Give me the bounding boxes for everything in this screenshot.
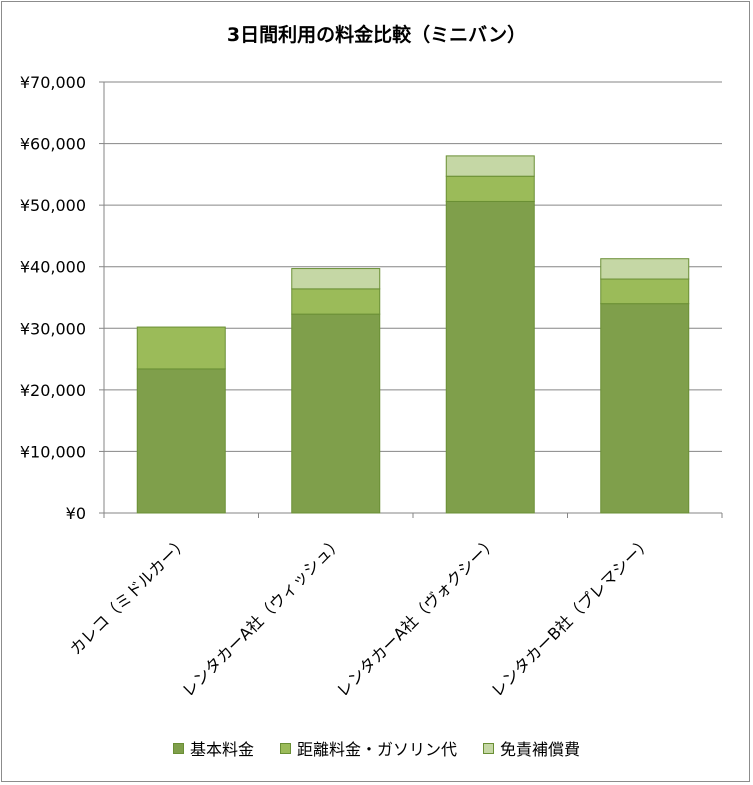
bar-segment	[445, 155, 535, 177]
legend-swatch	[172, 742, 184, 754]
legend-item: 基本料金	[172, 736, 254, 760]
y-tick-label: ¥50,000	[20, 196, 86, 215]
bar-segment	[600, 258, 690, 280]
legend-label: 距離料金・ガソリン代	[296, 740, 457, 759]
bar-segment	[291, 313, 381, 514]
chart-title: 3日間利用の料金比較（ミニバン）	[226, 24, 527, 46]
y-tick-label: ¥0	[66, 504, 86, 523]
bar-segment	[291, 288, 381, 315]
legend-swatch	[279, 742, 291, 754]
bar-segment	[291, 268, 381, 290]
y-tick-label: ¥60,000	[20, 135, 86, 154]
legend-swatch	[483, 742, 494, 754]
legend-label: 免責補償費	[500, 740, 581, 759]
legend-item: 距離料金・ガソリン代	[279, 736, 457, 760]
y-tick-label: ¥10,000	[20, 442, 86, 461]
x-tick-label: カレコ（ミドルカー）	[66, 532, 192, 658]
legend-label: 基本料金	[189, 740, 254, 759]
y-tick-label: ¥30,000	[20, 319, 86, 338]
x-tick-label: レンタカーA社（ウィッシュ）	[178, 532, 346, 700]
legend-item: 免責補償費	[483, 736, 580, 760]
x-tick-label: レンタカーA社（ヴォクシー）	[333, 532, 501, 700]
bar-segment	[445, 175, 535, 202]
y-tick-label: ¥20,000	[20, 381, 86, 400]
x-tick-label: レンタカーB社（プレマシー）	[487, 532, 655, 700]
y-tick-label: ¥40,000	[20, 258, 86, 277]
bar-segment	[136, 368, 226, 514]
bar-segment	[136, 326, 226, 370]
chart-legend: 基本料金 距離料金・ガソリン代 免責補償費	[0, 736, 753, 760]
y-tick-label: ¥70,000	[20, 73, 86, 92]
bar-segment	[600, 303, 690, 514]
bar-segment	[600, 278, 690, 305]
bar-segment	[445, 200, 535, 514]
